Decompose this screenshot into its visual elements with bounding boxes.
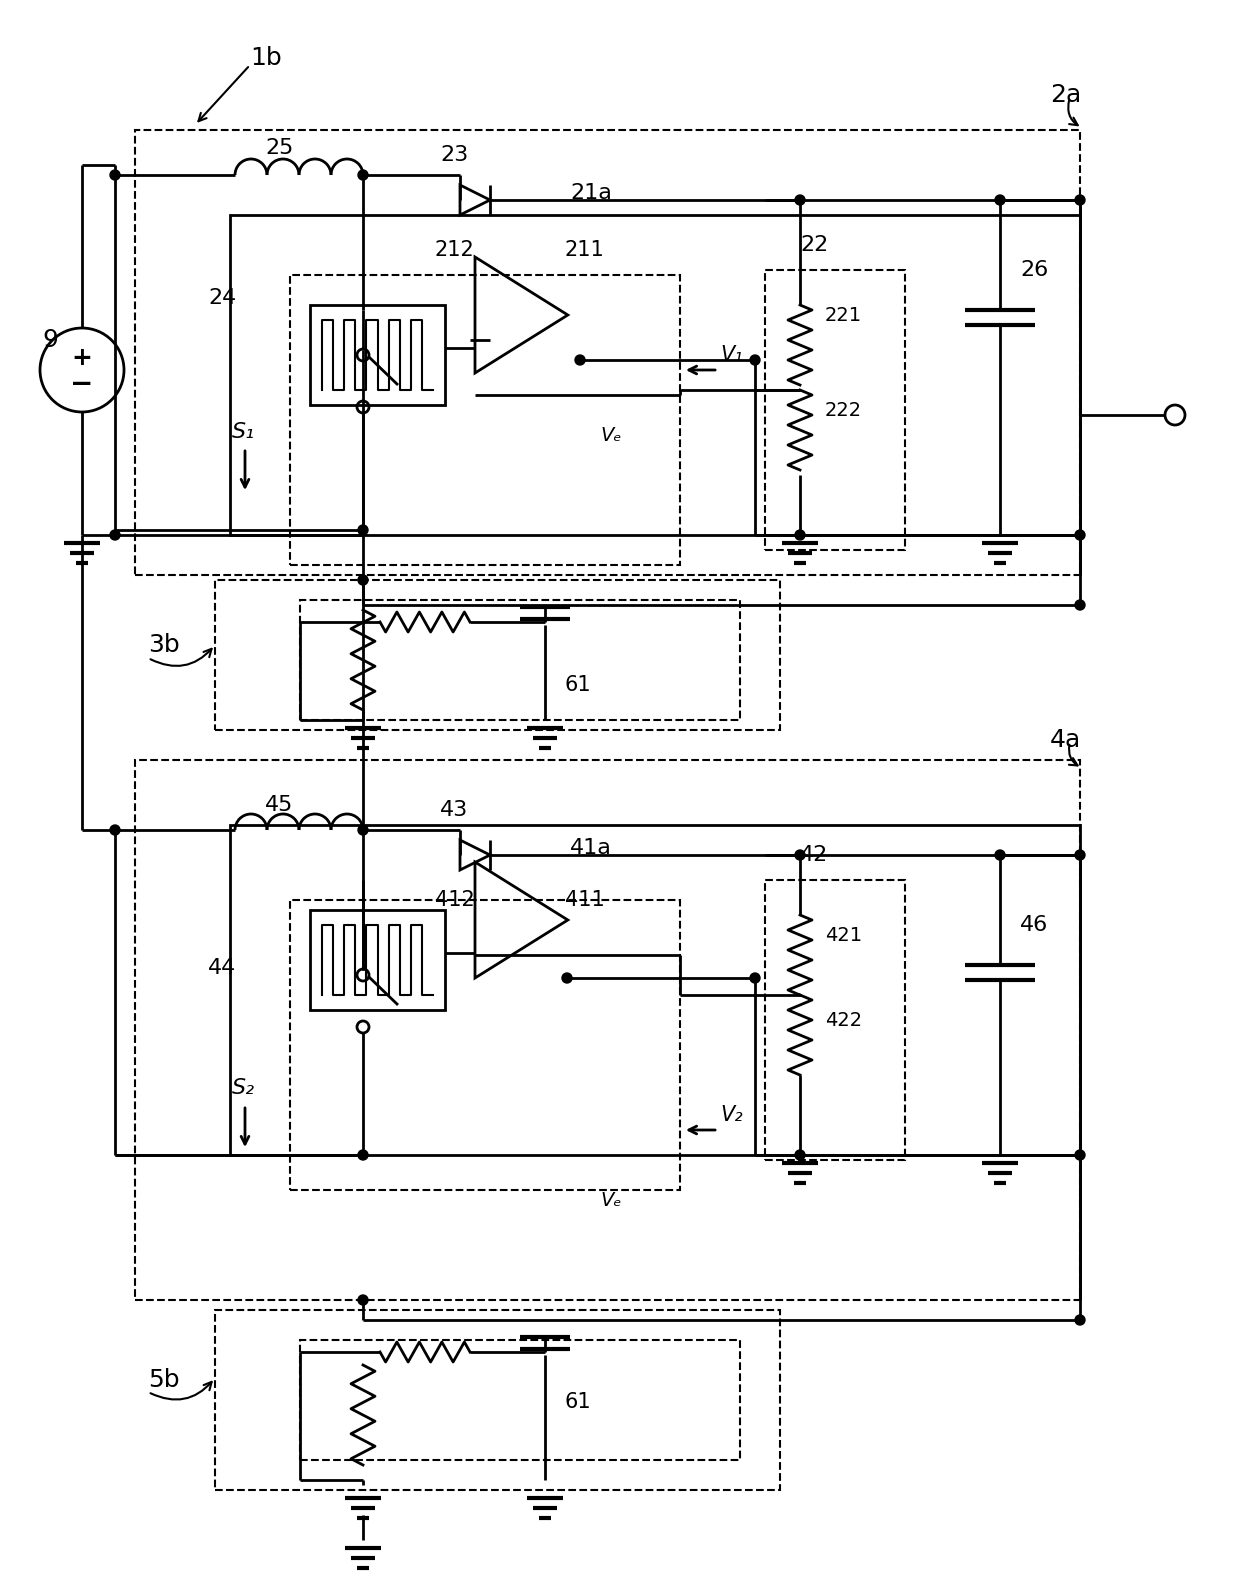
Text: 3b: 3b bbox=[148, 633, 180, 657]
Circle shape bbox=[575, 355, 585, 365]
Text: 22: 22 bbox=[800, 234, 828, 255]
Text: Vₑ: Vₑ bbox=[600, 1191, 621, 1210]
Bar bbox=[290, 276, 680, 564]
Text: 212: 212 bbox=[435, 241, 475, 260]
Text: 4a: 4a bbox=[1050, 728, 1081, 752]
Bar bbox=[229, 215, 1080, 536]
Circle shape bbox=[358, 1149, 368, 1160]
Circle shape bbox=[1075, 1149, 1085, 1160]
Text: 411: 411 bbox=[565, 889, 605, 910]
Bar bbox=[300, 599, 740, 720]
Circle shape bbox=[110, 171, 120, 180]
Circle shape bbox=[795, 1149, 805, 1160]
Text: 43: 43 bbox=[440, 800, 469, 819]
Bar bbox=[135, 760, 1080, 1301]
Bar bbox=[310, 910, 445, 1011]
Circle shape bbox=[795, 194, 805, 206]
Text: 46: 46 bbox=[1021, 915, 1048, 936]
Text: V₁: V₁ bbox=[720, 344, 743, 365]
Circle shape bbox=[1075, 194, 1085, 206]
Bar bbox=[765, 880, 905, 1160]
Text: 25: 25 bbox=[265, 139, 294, 158]
Circle shape bbox=[1075, 599, 1085, 611]
Text: 211: 211 bbox=[565, 241, 605, 260]
Text: 42: 42 bbox=[800, 845, 828, 866]
Circle shape bbox=[994, 850, 1004, 861]
Bar bbox=[229, 826, 1080, 1156]
Text: V₂: V₂ bbox=[720, 1105, 743, 1125]
Text: 44: 44 bbox=[208, 958, 237, 979]
Circle shape bbox=[994, 194, 1004, 206]
Circle shape bbox=[562, 972, 572, 983]
Text: −: − bbox=[71, 370, 94, 398]
Text: S₂: S₂ bbox=[232, 1078, 255, 1098]
Text: 412: 412 bbox=[435, 889, 475, 910]
Text: Vₑ: Vₑ bbox=[600, 426, 621, 445]
Circle shape bbox=[795, 529, 805, 540]
Circle shape bbox=[750, 355, 760, 365]
Text: S₁: S₁ bbox=[232, 422, 255, 442]
Text: 5b: 5b bbox=[148, 1368, 180, 1392]
Circle shape bbox=[1075, 529, 1085, 540]
Circle shape bbox=[1075, 1315, 1085, 1325]
Circle shape bbox=[110, 826, 120, 835]
Text: +: + bbox=[72, 346, 93, 370]
Circle shape bbox=[358, 171, 368, 180]
Text: 23: 23 bbox=[440, 145, 469, 166]
Text: 2a: 2a bbox=[1050, 83, 1081, 107]
Circle shape bbox=[358, 524, 368, 536]
Bar bbox=[135, 131, 1080, 575]
Text: 21a: 21a bbox=[570, 183, 611, 202]
Bar bbox=[310, 304, 445, 405]
Text: 9: 9 bbox=[42, 328, 58, 352]
Text: 45: 45 bbox=[265, 795, 294, 815]
Text: 41a: 41a bbox=[570, 838, 611, 858]
Circle shape bbox=[110, 529, 120, 540]
Text: 1b: 1b bbox=[250, 46, 281, 70]
Bar bbox=[300, 1341, 740, 1460]
Bar bbox=[215, 580, 780, 730]
Circle shape bbox=[358, 1294, 368, 1305]
Text: 221: 221 bbox=[825, 306, 862, 325]
Text: 61: 61 bbox=[565, 1392, 591, 1412]
Bar bbox=[765, 269, 905, 550]
Bar bbox=[290, 901, 680, 1191]
Circle shape bbox=[1075, 850, 1085, 861]
Text: 61: 61 bbox=[565, 674, 591, 695]
Text: 422: 422 bbox=[825, 1011, 862, 1030]
Text: 222: 222 bbox=[825, 400, 862, 419]
Circle shape bbox=[358, 826, 368, 835]
Circle shape bbox=[358, 575, 368, 585]
Text: 24: 24 bbox=[208, 289, 237, 308]
Circle shape bbox=[795, 850, 805, 861]
Text: 421: 421 bbox=[825, 926, 862, 945]
Circle shape bbox=[750, 972, 760, 983]
Text: 26: 26 bbox=[1021, 260, 1048, 281]
Bar bbox=[215, 1310, 780, 1490]
